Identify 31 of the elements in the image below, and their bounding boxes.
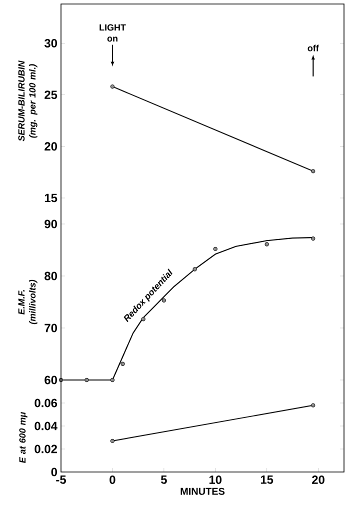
x-tick-label: 5 — [160, 476, 167, 484]
x-tick-label: 20 — [312, 476, 324, 484]
point — [192, 267, 197, 272]
y-tick-label: 30 — [44, 38, 57, 48]
point — [84, 378, 89, 382]
y-axis-title: E at 600 mμ — [19, 412, 28, 463]
x-tick-label: 15 — [260, 476, 274, 484]
y-tick-label: 80 — [44, 272, 57, 280]
y-tick-label: 90 — [44, 220, 57, 228]
y-tick-label: 15 — [44, 194, 58, 202]
x-axis-title: MINUTES — [180, 488, 225, 495]
point — [264, 242, 269, 246]
x-tick-label: -5 — [56, 476, 66, 484]
point — [213, 246, 218, 252]
annotation: off — [308, 44, 319, 52]
y-tick-label: 70 — [44, 324, 57, 332]
y-axis-title: E.M.F. (millivolts) — [18, 280, 38, 324]
y-tick-label: 0.06 — [34, 398, 58, 408]
point — [110, 378, 115, 382]
x-tick-label: 10 — [209, 476, 222, 484]
x-tick-label: 0 — [110, 476, 116, 484]
y-tick-label: 25 — [44, 90, 58, 100]
annotation: LIGHT on — [100, 24, 126, 42]
y-tick-label: 60 — [44, 376, 57, 384]
y-tick-label: 0.02 — [34, 444, 57, 454]
y-tick-label: 0 — [51, 468, 57, 476]
y-tick-label: 20 — [44, 142, 57, 151]
point — [120, 362, 125, 366]
point — [311, 236, 316, 241]
y-axis-title: SERUM-BILIRUBIN (mg. per 100 ml.) — [18, 60, 38, 142]
y-tick-label: 0.04 — [34, 422, 58, 430]
